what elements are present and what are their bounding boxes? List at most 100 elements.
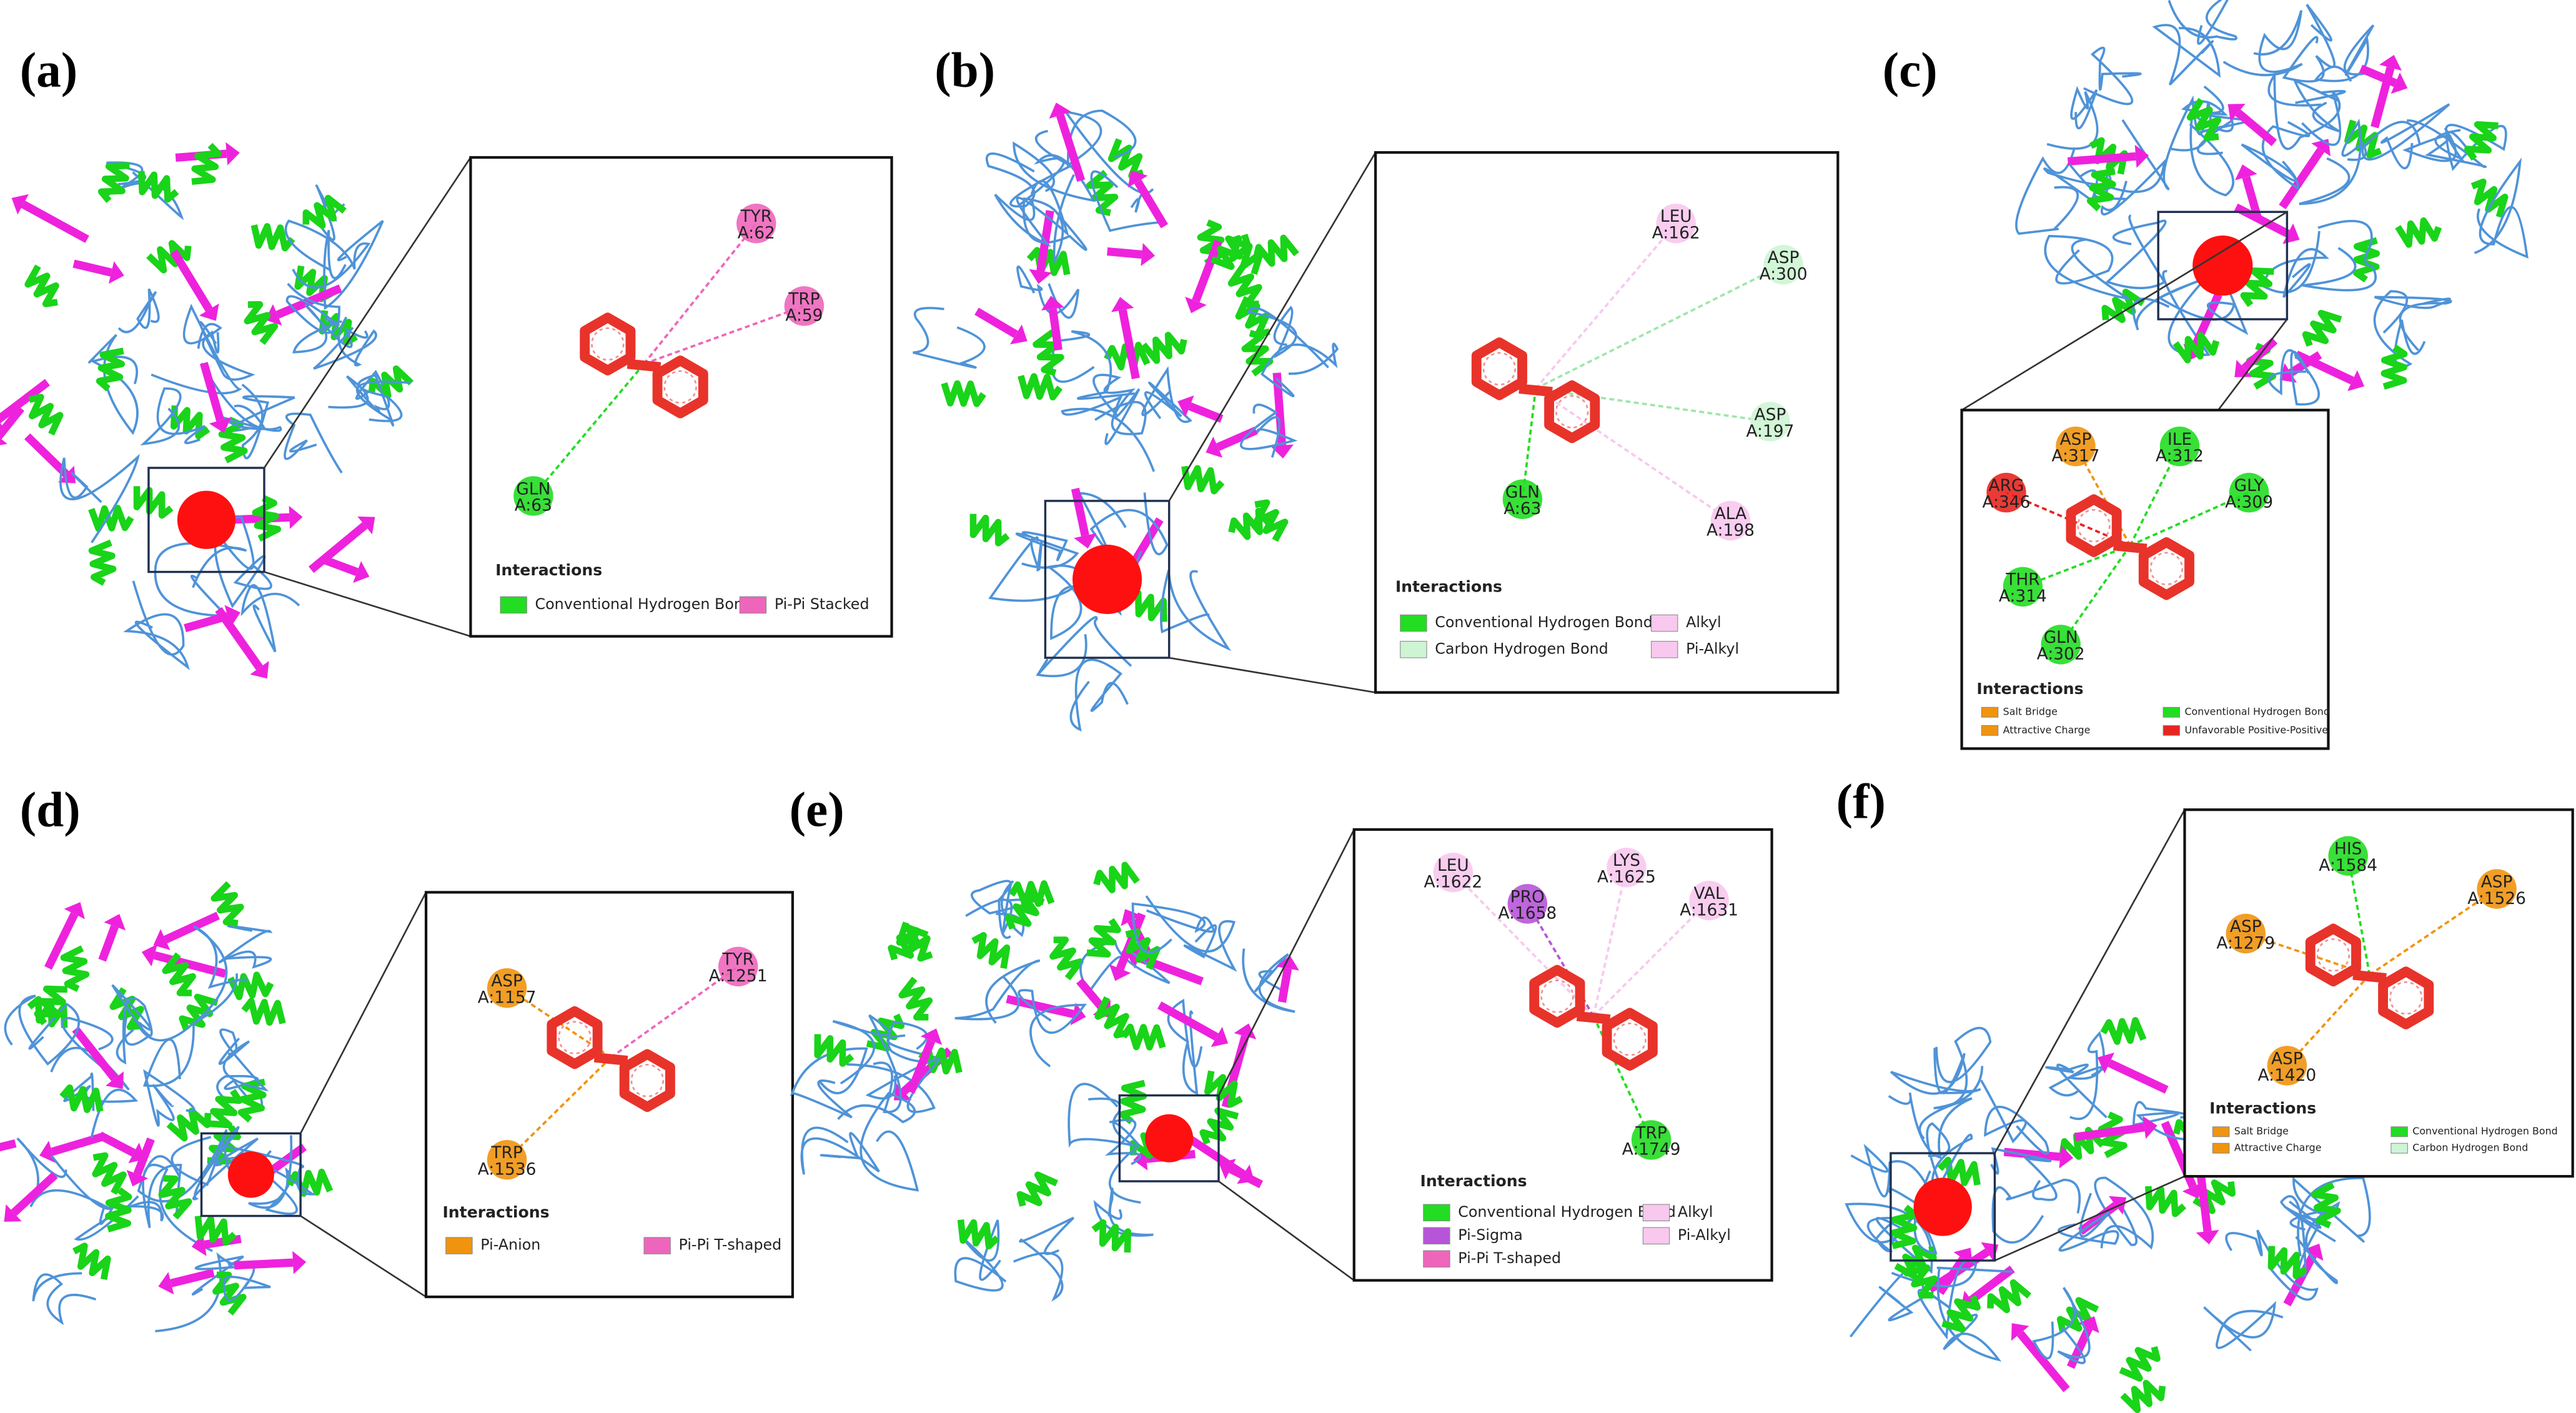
strand-arrow [920,1028,943,1045]
strand-arrow [2078,1316,2099,1334]
protein-helix [898,976,933,1021]
protein-loop [2402,119,2487,168]
protein-loop [248,1135,298,1215]
residue-name: TYR [740,207,772,226]
legend-label: Attractive Charge [2003,724,2091,736]
protein-helix [1094,996,1129,1039]
zoom-line [1961,211,2288,411]
strand-arrow [2196,1229,2219,1245]
legend-swatch [1400,641,1427,658]
protein-loop [1015,531,1079,569]
protein-helix [96,347,126,392]
protein-loop [1018,989,1087,1068]
strand-arrow [1211,1026,1229,1048]
residue-node [1710,500,1751,541]
protein-loop [140,387,206,446]
protein-helix [105,1187,132,1232]
interaction-line [1592,1015,1653,1141]
residue-node [1689,880,1729,921]
protein-helix [138,171,179,203]
protein-loop [88,334,139,435]
protein-strand [0,1139,17,1152]
strand-arrow [2302,1243,2324,1261]
protein-helix [1008,880,1055,908]
protein-helix [227,971,274,1001]
protein-loop [2083,46,2142,106]
protein-helix [97,162,130,203]
panel-label: (c) [1883,42,1938,97]
residue-node [2328,836,2368,876]
strand-arrow [250,661,269,679]
protein-helix [1987,1279,2032,1314]
protein-helix [2380,344,2408,390]
ligand-ring [2138,537,2194,600]
strand-arrow [265,304,282,325]
protein-loop [328,369,390,414]
protein-helix [28,394,64,436]
protein-loop [313,316,377,370]
panel-label: (b) [934,42,995,97]
panel-label: (d) [20,783,81,838]
residue-id: A:346 [1982,492,2030,512]
protein-strand [1157,1001,1219,1041]
protein-loop [123,1000,195,1088]
protein-loop [2032,1287,2091,1364]
legend-label: Salt Bridge [2234,1125,2289,1137]
protein-loop [355,374,411,427]
legend-label: Conventional Hydrogen Bond [2412,1125,2557,1137]
protein-helix [1016,1171,1059,1207]
residue-id: A:300 [1760,265,1808,284]
protein-strand [2074,1123,2145,1141]
zoom-line [300,1215,427,1298]
protein-strand [133,1138,155,1176]
interaction-line [1535,387,1731,522]
legend-label: Pi-Pi Stacked [775,595,869,613]
residue-id: A:197 [1746,422,1794,441]
legend-title: Interactions [1420,1172,1527,1190]
protein-strand [97,1131,136,1157]
zoom-line [299,891,427,1134]
protein-helix [2056,1297,2099,1332]
protein-loop [1077,492,1169,555]
legend-label: Salt Bridge [2003,706,2058,718]
protein-loop [1016,265,1080,319]
protein-loop [155,1252,244,1332]
residue-node [487,968,527,1008]
ligand-ring [619,1049,675,1113]
residue-node [1433,852,1474,893]
protein-loop [284,412,343,473]
legend-title: Interactions [495,561,602,579]
protein-loop [2299,118,2367,206]
protein-loop [199,321,255,381]
legend-swatch [1423,1227,1450,1245]
protein-loop [2282,4,2336,83]
strand-arrow [1206,436,1223,458]
residue-name: ASP [2481,872,2513,891]
protein-loop [32,1272,97,1326]
protein-loop [2015,147,2079,235]
protein-helix [170,405,211,440]
protein-strand [170,1269,215,1287]
residue-name: TRP [1635,1123,1667,1143]
protein-loop [2045,1063,2108,1119]
interaction-line [2286,974,2370,1067]
protein-loop [2474,157,2529,259]
protein-helix [2100,1017,2147,1045]
strand-arrow [1177,395,1194,417]
protein-loop [2044,235,2129,300]
legend-swatch [2390,1126,2408,1138]
protein-helix [2119,1346,2161,1382]
ligand-ring [2066,494,2122,557]
protein-loop [16,1137,114,1210]
legend-swatch [643,1237,671,1254]
legend-title: Interactions [1395,577,1502,595]
strand-arrow [153,929,171,951]
legend-label: Conventional Hydrogen Bond [1458,1203,1676,1221]
interaction-line [2347,855,2371,975]
protein-strand [1134,179,1168,229]
legend-swatch [1642,1227,1670,1245]
protein-loop [2105,214,2167,290]
protein-helix [287,1168,334,1197]
legend-label: Conventional Hydrogen Bond [1435,613,1653,631]
